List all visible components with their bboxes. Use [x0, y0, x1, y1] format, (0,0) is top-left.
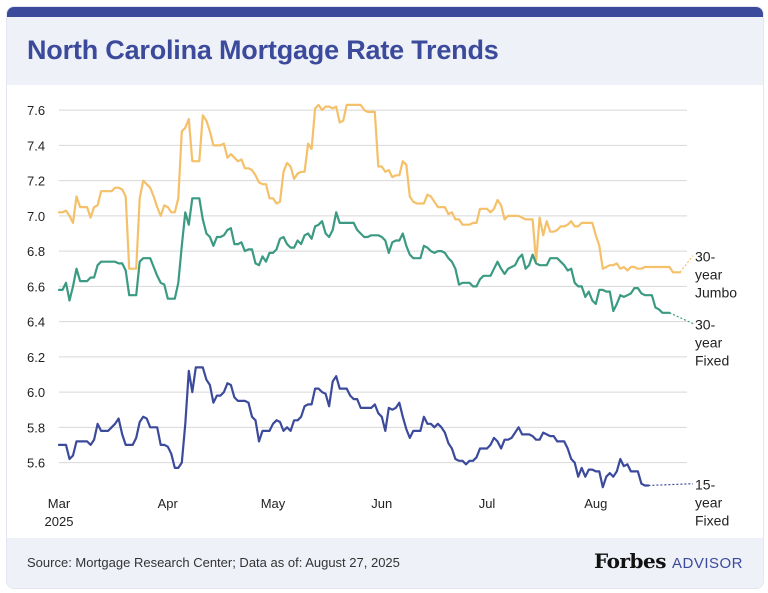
y-tick-label: 6.4 [27, 315, 45, 330]
y-tick-label: 5.8 [27, 420, 45, 435]
y-tick-label: 5.6 [27, 456, 45, 471]
series-label-15-year-fixed: Fixed [695, 513, 729, 529]
chart-card: North Carolina Mortgage Rate Trends 5.6 5… [6, 6, 764, 589]
logo-wordmark: Forbes [594, 549, 666, 573]
series-label-30-year-jumbo: 30- [695, 249, 716, 265]
series-label-30-year-fixed: 30- [695, 317, 716, 333]
forbes-advisor-logo[interactable]: Forbes ADVISOR [594, 549, 743, 573]
chart-header: North Carolina Mortgage Rate Trends [7, 17, 763, 85]
x-tick-label: May [261, 496, 286, 511]
x-tick-label: Mar [48, 496, 71, 511]
series-line-30-year-fixed [57, 197, 671, 314]
x-tick-label: Jul [479, 496, 496, 511]
x-tick-sublabel: 2025 [45, 514, 74, 529]
series-label-15-year-fixed: year [695, 495, 723, 511]
y-tick-label: 7.0 [27, 209, 45, 224]
chart-title: North Carolina Mortgage Rate Trends [27, 35, 499, 65]
y-tick-label: 6.0 [27, 385, 45, 400]
series-leader-30-year-jumbo [679, 255, 694, 273]
y-axis-ticks: 5.6 5.8 6.0 6.2 6.4 6.6 6.8 7.0 7.2 7.4 7.6 [27, 103, 45, 470]
series-labels: 30- year Jumbo 30- year Fixed 15- year Fixed [695, 249, 737, 529]
x-tick-label: Aug [584, 496, 607, 511]
grid-lines [59, 109, 687, 464]
x-tick-label: Jun [371, 496, 392, 511]
top-accent-bar [7, 7, 763, 17]
series-line-30-year-jumbo [57, 103, 682, 274]
series-leader-30-year-fixed [669, 312, 694, 325]
x-tick-label: Apr [158, 496, 179, 511]
y-tick-label: 7.2 [27, 174, 45, 189]
series-label-30-year-jumbo: year [695, 267, 723, 283]
source-note: Source: Mortgage Research Center; Data a… [27, 555, 400, 570]
line-chart: 5.6 5.8 6.0 6.2 6.4 6.6 6.8 7.0 7.2 7.4 7.6 Mar 202… [27, 103, 737, 529]
series-line-15-year-fixed [57, 366, 650, 489]
series-lines [57, 103, 694, 489]
y-tick-label: 7.6 [27, 103, 45, 118]
series-label-30-year-fixed: year [695, 335, 723, 351]
y-tick-label: 6.8 [27, 244, 45, 259]
series-label-30-year-fixed: Fixed [695, 353, 729, 369]
series-label-30-year-jumbo: Jumbo [695, 285, 737, 301]
y-tick-label: 7.4 [27, 138, 45, 153]
y-tick-label: 6.6 [27, 279, 45, 294]
chart-footer: Source: Mortgage Research Center; Data a… [7, 538, 763, 588]
logo-subtitle: ADVISOR [671, 555, 743, 572]
y-tick-label: 6.2 [27, 350, 45, 365]
x-axis-ticks: Mar 2025 Apr May Jun Jul Aug [45, 496, 608, 529]
series-leader-15-year-fixed [648, 483, 694, 487]
series-label-15-year-fixed: 15- [695, 477, 716, 493]
